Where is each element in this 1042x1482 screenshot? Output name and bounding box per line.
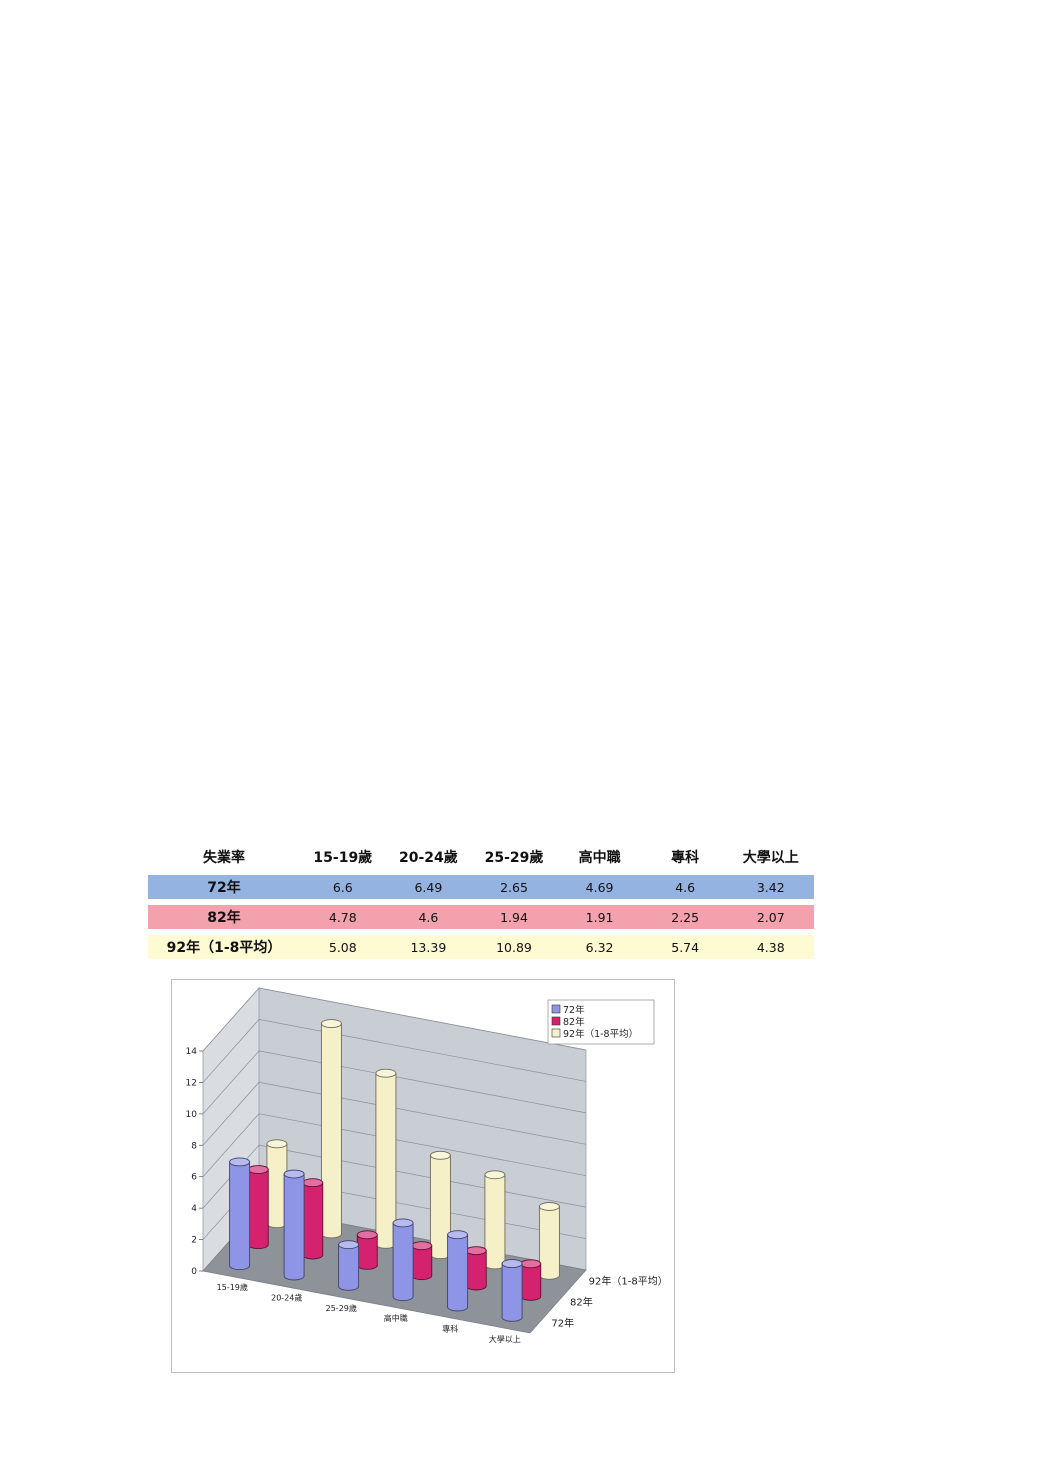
cylinder-body bbox=[247, 1169, 269, 1250]
table-cell: 2.07 bbox=[756, 909, 785, 925]
table-row-label: 92年（1-8平均） bbox=[166, 940, 282, 956]
gridline bbox=[202, 1081, 587, 1146]
table-header-cell: 25-29歲 bbox=[484, 850, 544, 866]
cylinder-body bbox=[484, 1174, 506, 1270]
cylinder-body bbox=[520, 1263, 542, 1301]
cylinder-body bbox=[465, 1250, 487, 1291]
gridline bbox=[202, 987, 587, 1052]
cylinder-body bbox=[356, 1234, 378, 1270]
cylinder-top bbox=[302, 1178, 324, 1188]
table-cell: 4.6 bbox=[675, 879, 696, 895]
table-cell: 6.49 bbox=[414, 879, 443, 895]
table-row: 72年 6.6 6.49 2.65 4.69 4.6 3.42 bbox=[148, 875, 814, 899]
gridline bbox=[202, 1019, 587, 1083]
legend-label: 82年 bbox=[563, 1016, 585, 1028]
table-header-cell: 專科 bbox=[671, 850, 700, 866]
cylinder-top bbox=[229, 1157, 251, 1167]
cylinder-top bbox=[392, 1218, 414, 1228]
cylinder-top bbox=[484, 1170, 506, 1180]
table-cell: 2.65 bbox=[500, 879, 528, 895]
table-cell: 5.08 bbox=[328, 939, 357, 955]
table-cell: 6.32 bbox=[585, 939, 614, 955]
cylinder-body bbox=[538, 1206, 560, 1280]
y-tick-label: 6 bbox=[191, 1173, 197, 1183]
cylinder-top bbox=[520, 1259, 542, 1269]
table-header-cell: 失業率 bbox=[203, 850, 245, 866]
table-row-label: 72年 bbox=[207, 880, 241, 896]
y-tick-label: 2 bbox=[191, 1236, 197, 1246]
cylinder-top bbox=[429, 1150, 451, 1160]
legend-label: 92年（1-8平均） bbox=[563, 1028, 638, 1040]
depth-axis-label: 72年 bbox=[551, 1317, 574, 1330]
cylinder-top bbox=[247, 1165, 269, 1175]
x-category-label: 高中職 bbox=[384, 1313, 408, 1323]
cylinder-body bbox=[338, 1244, 360, 1291]
cylinder-top bbox=[501, 1259, 523, 1269]
table-cell: 4.69 bbox=[585, 879, 614, 895]
cylinder-body bbox=[501, 1263, 523, 1322]
cylinder-top bbox=[538, 1202, 560, 1211]
table-cell: 4.6 bbox=[418, 909, 439, 925]
table-row-label: 82年 bbox=[207, 910, 241, 926]
y-tick-label: 0 bbox=[191, 1267, 197, 1277]
table-cell: 1.91 bbox=[585, 909, 614, 925]
cylinder-top bbox=[375, 1068, 397, 1078]
x-category-label: 25-29歲 bbox=[326, 1303, 357, 1313]
legend-swatch bbox=[551, 1016, 561, 1026]
table-cell: 10.89 bbox=[496, 939, 532, 955]
table-cell: 13.39 bbox=[410, 939, 447, 955]
x-category-label: 專科 bbox=[442, 1324, 458, 1334]
cylinder-top bbox=[356, 1230, 378, 1240]
gridline bbox=[202, 1144, 587, 1209]
cylinder-top bbox=[283, 1169, 305, 1179]
y-tick-label: 10 bbox=[186, 1110, 198, 1120]
cylinder-top bbox=[266, 1139, 288, 1149]
table-header-cell: 高中職 bbox=[578, 850, 621, 866]
x-category-label: 15-19歲 bbox=[217, 1282, 248, 1292]
legend-swatch bbox=[551, 1028, 561, 1038]
cylinder-body bbox=[229, 1161, 251, 1271]
cylinder-top bbox=[465, 1246, 487, 1256]
table-cell: 4.38 bbox=[756, 939, 785, 955]
table-header-row: 失業率 15-19歲 20-24歲 25-29歲 高中職 專科 大學以上 bbox=[148, 842, 814, 872]
cylinder-body bbox=[283, 1173, 305, 1281]
table-row: 92年（1-8平均） 5.08 13.39 10.89 6.32 5.74 4.… bbox=[148, 935, 814, 959]
table-header-cell: 15-19歲 bbox=[313, 850, 373, 866]
cylinder-top bbox=[411, 1241, 433, 1251]
cylinder-body bbox=[411, 1245, 433, 1281]
legend-label: 72年 bbox=[563, 1004, 585, 1016]
table-row: 82年 4.78 4.6 1.94 1.91 2.25 2.07 bbox=[148, 905, 814, 929]
x-category-label: 大學以上 bbox=[489, 1334, 521, 1344]
table-cell: 6.6 bbox=[332, 879, 353, 895]
cylinder-body bbox=[447, 1234, 469, 1312]
y-tick-label: 8 bbox=[191, 1141, 197, 1151]
table-cell: 2.25 bbox=[671, 909, 700, 925]
table-header-cell: 大學以上 bbox=[742, 850, 799, 866]
table-cell: 5.74 bbox=[671, 939, 700, 955]
y-tick-label: 12 bbox=[186, 1078, 197, 1088]
gridline bbox=[202, 1113, 587, 1177]
cylinder-body bbox=[302, 1182, 324, 1260]
cylinder-top bbox=[320, 1019, 342, 1029]
x-category-label: 20-24歲 bbox=[271, 1293, 302, 1303]
gridline bbox=[202, 1050, 587, 1115]
legend-box bbox=[547, 999, 655, 1045]
depth-axis-label: 82年 bbox=[570, 1296, 593, 1309]
cylinder-body bbox=[320, 1023, 342, 1239]
unemployment-table: 失業率 15-19歲 20-24歲 25-29歲 高中職 專科 大學以上 72年… bbox=[148, 842, 814, 965]
chart-frame: 0 2 4 6 8 10 12 14 15-19歲 20-24歲 25-29歲高中職專科大學以上 72… bbox=[171, 979, 675, 1373]
table-cell: 1.94 bbox=[500, 909, 528, 925]
y-tick-label: 4 bbox=[191, 1204, 197, 1214]
table-cell: 3.42 bbox=[756, 879, 785, 895]
table-header-cell: 20-24歲 bbox=[399, 850, 458, 866]
y-tick-label: 14 bbox=[186, 1047, 198, 1057]
cylinder-top bbox=[447, 1230, 469, 1240]
cylinder-top bbox=[338, 1240, 360, 1250]
legend-swatch bbox=[551, 1004, 561, 1014]
table-cell: 4.78 bbox=[328, 909, 357, 925]
depth-axis-label: 92年（1-8平均） bbox=[589, 1275, 668, 1288]
cylinder-body bbox=[392, 1222, 414, 1302]
